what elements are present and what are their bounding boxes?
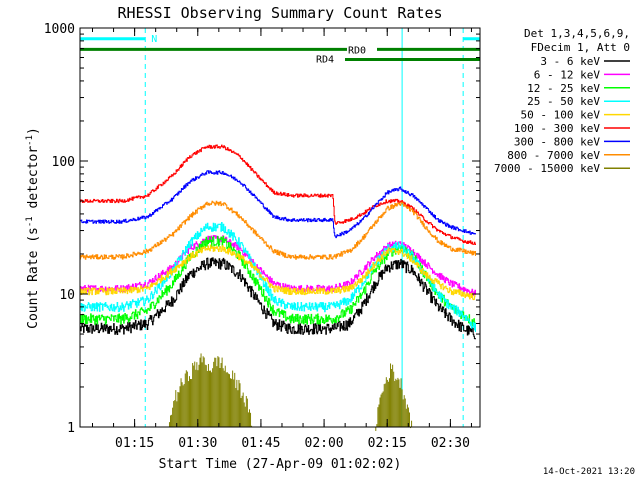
legend-entry-label: 50 - 100 keV bbox=[521, 109, 601, 122]
legend-entry-label: 7000 - 15000 keV bbox=[494, 162, 600, 175]
legend-header: Det 1,3,4,5,6,9, bbox=[524, 27, 630, 40]
series-line bbox=[80, 144, 476, 245]
flag-label-bg bbox=[315, 54, 345, 65]
flag-label: N bbox=[151, 34, 157, 45]
footer-timestamp: 14-Oct-2021 13:20 bbox=[543, 467, 635, 477]
y-tick-label: 10 bbox=[59, 288, 75, 303]
y-axis: 1 10 100 1000 bbox=[44, 22, 480, 436]
x-tick-label: 01:45 bbox=[241, 436, 280, 451]
series-line bbox=[80, 257, 476, 340]
y-axis-label: Count Rate (s-1 detector-1) bbox=[25, 127, 41, 329]
flag-label: RD4 bbox=[316, 54, 334, 65]
series-line bbox=[80, 200, 476, 260]
legend-entry-label: 6 - 12 keV bbox=[534, 68, 601, 81]
x-tick-label: 01:30 bbox=[178, 436, 217, 451]
flag-label-bg bbox=[347, 44, 377, 55]
x-tick-label: 02:15 bbox=[368, 436, 407, 451]
chart-title: RHESSI Observing Summary Count Rates bbox=[117, 4, 442, 22]
legend-entry-label: 800 - 7000 keV bbox=[507, 149, 600, 162]
legend-entry-label: 3 - 6 keV bbox=[540, 55, 600, 68]
y-tick-label: 100 bbox=[52, 155, 75, 170]
x-tick-label: 01:15 bbox=[115, 436, 154, 451]
x-tick-label: 02:00 bbox=[305, 436, 344, 451]
legend-entry-label: 25 - 50 keV bbox=[527, 95, 600, 108]
legend-entry-label: 100 - 300 keV bbox=[514, 122, 600, 135]
x-tick-label: 02:30 bbox=[431, 436, 470, 451]
series-line bbox=[80, 244, 476, 301]
x-axis: 01:15 01:30 01:45 02:00 02:15 02:30 bbox=[92, 28, 472, 451]
x-axis-label: Start Time (27-Apr-09 01:02:02) bbox=[159, 457, 402, 472]
series-line bbox=[80, 170, 476, 239]
legend-entry-label: 300 - 800 keV bbox=[514, 135, 600, 148]
series-line bbox=[80, 222, 476, 332]
legend-header: FDecim 1, Att 0 bbox=[531, 41, 630, 54]
legend-entry-label: 12 - 25 keV bbox=[527, 82, 600, 95]
y-tick-label: 1000 bbox=[44, 22, 75, 37]
y-tick-label: 1 bbox=[67, 421, 75, 436]
legend: Det 1,3,4,5,6,9,FDecim 1, Att 03 - 6 keV… bbox=[494, 27, 630, 175]
plot-frame bbox=[79, 27, 481, 428]
plot-area: N RD0 RD4 bbox=[80, 28, 480, 431]
flag-label: RD0 bbox=[348, 45, 366, 56]
